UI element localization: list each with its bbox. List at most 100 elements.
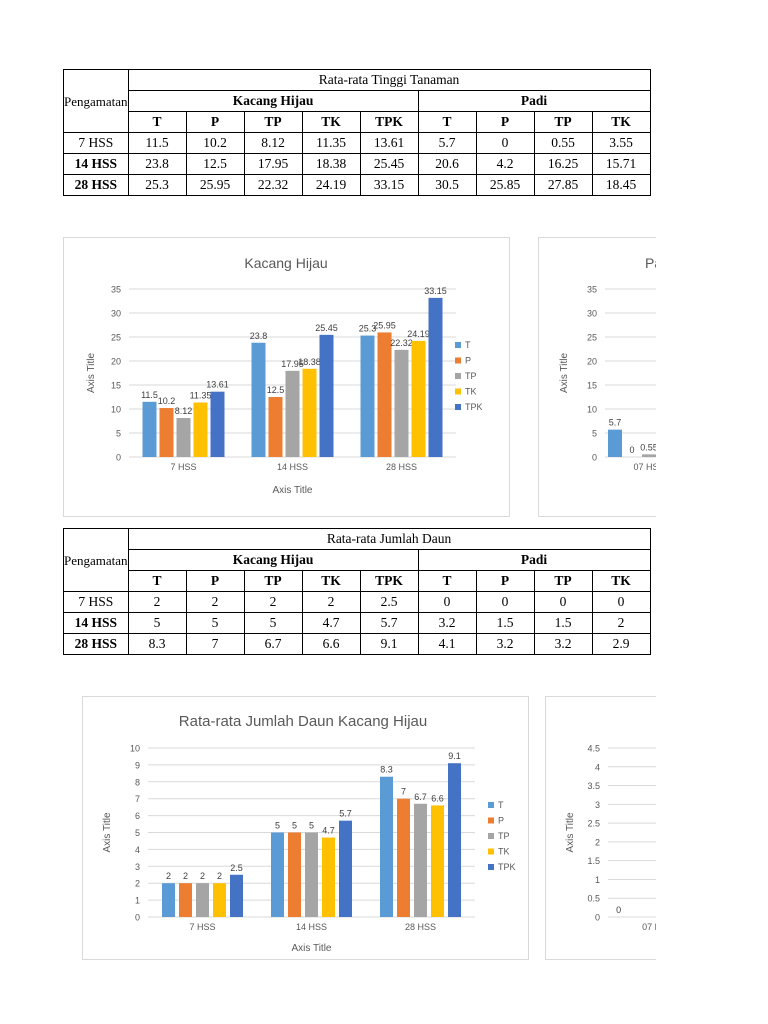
- y-tick-label: 15: [111, 381, 121, 391]
- data-label: 6.7: [414, 792, 427, 802]
- x-tick-label: 7 HSS: [189, 922, 215, 932]
- column-header-row: T P TP TK TPK T P TP TK: [64, 570, 651, 592]
- column-header: T: [417, 570, 477, 592]
- legend-label: P: [498, 816, 504, 826]
- y-tick-label: 30: [111, 309, 121, 319]
- table-cell: 11.5: [127, 132, 187, 154]
- legend-label: TPK: [465, 402, 483, 412]
- bar-p: [268, 397, 283, 457]
- data-label: 5.7: [609, 418, 622, 428]
- table-cell: 2: [591, 612, 651, 634]
- y-tick-label: 6: [135, 811, 140, 821]
- bar-t: [271, 832, 284, 917]
- data-label: 23.8: [250, 331, 268, 341]
- bar-tpk: [448, 763, 461, 917]
- data-label: 25.95: [373, 320, 396, 330]
- column-header: T: [417, 111, 477, 133]
- y-tick-label: 1.5: [587, 856, 600, 866]
- table-cell: 5: [185, 612, 245, 634]
- column-header: TPK: [359, 111, 419, 133]
- y-tick-label: 4: [135, 845, 140, 855]
- data-label: 2.5: [230, 863, 243, 873]
- table-cell: 23.8: [127, 153, 187, 175]
- bar-t: [360, 335, 375, 457]
- data-label: 7: [401, 787, 406, 797]
- table-cell: 4.1: [417, 633, 477, 655]
- column-header: T: [127, 570, 187, 592]
- y-tick-label: 15: [587, 381, 597, 391]
- table-cell: 25.3: [127, 174, 187, 196]
- data-label: 11.5: [141, 390, 158, 400]
- y-tick-label: 3: [595, 800, 600, 810]
- y-tick-label: 25: [111, 333, 121, 343]
- legend-swatch: [488, 848, 494, 855]
- data-label: 0.55: [640, 442, 656, 452]
- chart-svg: Rata-rata Jumlah Daun Kacang Hijau 0 1 2 3 4 5…: [102, 713, 516, 954]
- chart-kacang-hijau-leaves[interactable]: Rata-rata Jumlah Daun Kacang Hijau 0 1 2 3 4 5…: [82, 696, 529, 960]
- row-label: 14 HSS: [63, 153, 129, 175]
- y-tick-label: 1: [135, 896, 140, 906]
- table-cell: 2: [301, 591, 361, 613]
- y-tick-label: 25: [587, 333, 597, 343]
- y-axis-title: Axis Title: [86, 353, 97, 393]
- bar-tpk: [428, 297, 443, 457]
- chart-svg: Padi 0 5 10 15 20 25 30 35 Axis Title 07 HSS 5.7 0 0.…: [559, 255, 656, 472]
- table-cell: 24.19: [301, 174, 361, 196]
- y-tick-label: 2: [595, 837, 600, 847]
- bar-tk: [411, 340, 426, 457]
- table-row: 28 HSS 8.3 7 6.7 6.6 9.1 4.1 3.2 3.2 2.9: [63, 633, 651, 655]
- table-cell: 5: [243, 612, 303, 634]
- bar-p: [159, 408, 174, 457]
- column-header: TK: [301, 111, 361, 133]
- chart-padi-leaves[interactable]: 0 0.5 1 1.5 2 2.5 3 3.5 4 4.5 Axis Title 07 HSS 0: [545, 696, 656, 960]
- y-tick-label: 10: [587, 405, 597, 415]
- table-cell: 3.2: [417, 612, 477, 634]
- column-header: TK: [591, 111, 651, 133]
- column-header: P: [185, 570, 245, 592]
- column-header: TK: [301, 570, 361, 592]
- y-axis-title: Axis Title: [565, 812, 576, 852]
- legend-label: TK: [498, 847, 510, 857]
- data-label: 22.32: [390, 338, 413, 348]
- y-axis-title: Axis Title: [102, 812, 113, 852]
- y-tick-label: 35: [111, 285, 121, 295]
- y-tick-label: 3: [135, 862, 140, 872]
- bar-tk: [213, 883, 226, 917]
- bar-p: [179, 883, 192, 917]
- y-tick-label: 4: [595, 762, 600, 772]
- bar-t: [142, 401, 157, 457]
- table-cell: 27.85: [533, 174, 593, 196]
- data-label: 2: [183, 871, 188, 881]
- y-tick-label: 3.5: [587, 781, 600, 791]
- data-label: 5: [275, 821, 280, 831]
- group-header: Padi: [417, 549, 651, 571]
- chart-kacang-hijau-height[interactable]: Kacang Hijau 0 5 10 15 20 25 30 35 Axis Title Axis…: [63, 237, 510, 517]
- chart-padi-height[interactable]: Padi 0 5 10 15 20 25 30 35 Axis Title 07 HSS 5.7 0 0.…: [538, 237, 656, 517]
- table-cell: 3.55: [591, 132, 651, 154]
- table-cell: 0: [475, 132, 535, 154]
- y-tick-label: 2: [135, 879, 140, 889]
- height-table: Pengamatan Rata-rata Tinggi Tanaman Kaca…: [63, 69, 651, 196]
- data-label: 8.3: [380, 765, 393, 775]
- bar-tp: [176, 418, 191, 457]
- table-cell: 0: [591, 591, 651, 613]
- legend-label: TPK: [498, 862, 516, 872]
- table-cell: 4.2: [475, 153, 535, 175]
- page-viewport: Pengamatan Rata-rata Tinggi Tanaman Kaca…: [63, 69, 656, 960]
- column-header-row: T P TP TK TPK T P TP TK: [64, 111, 651, 133]
- table-cell: 0: [475, 591, 535, 613]
- table-cell: 6.6: [301, 633, 361, 655]
- y-tick-label: 10: [130, 744, 140, 754]
- table-cell: 0: [533, 591, 593, 613]
- x-axis-title: Axis Title: [272, 485, 312, 496]
- row-label: 28 HSS: [63, 633, 129, 655]
- table-cell: 2: [243, 591, 303, 613]
- bar-tp: [394, 349, 409, 457]
- row-label: 7 HSS: [63, 132, 129, 154]
- data-label: 25.45: [315, 323, 338, 333]
- bar-p: [397, 798, 410, 917]
- data-label: 6.6: [431, 793, 444, 803]
- data-label: 5: [309, 821, 314, 831]
- table-cell: 2: [127, 591, 187, 613]
- bar-t: [162, 883, 175, 917]
